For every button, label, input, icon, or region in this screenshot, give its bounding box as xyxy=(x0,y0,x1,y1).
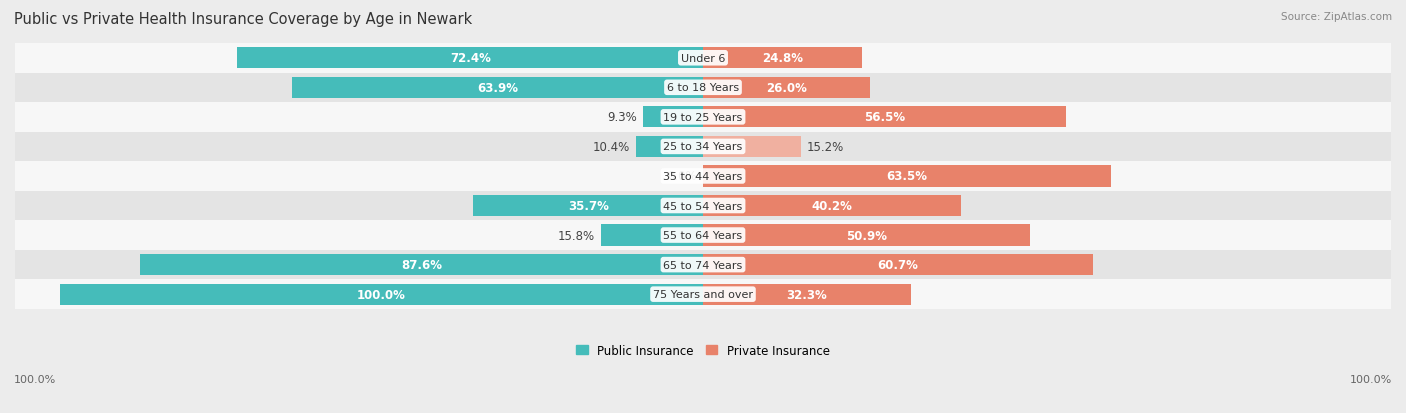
Text: 35.7%: 35.7% xyxy=(568,199,609,213)
Text: 0.0%: 0.0% xyxy=(666,170,696,183)
Text: 75 Years and over: 75 Years and over xyxy=(652,290,754,299)
Legend: Public Insurance, Private Insurance: Public Insurance, Private Insurance xyxy=(571,339,835,362)
Bar xyxy=(703,166,1111,187)
Bar xyxy=(703,48,862,69)
Text: 100.0%: 100.0% xyxy=(357,288,406,301)
Text: 24.8%: 24.8% xyxy=(762,52,803,65)
Text: Source: ZipAtlas.com: Source: ZipAtlas.com xyxy=(1281,12,1392,22)
Text: 32.3%: 32.3% xyxy=(786,288,827,301)
Text: Under 6: Under 6 xyxy=(681,54,725,64)
Text: 56.5%: 56.5% xyxy=(865,111,905,124)
Text: 35 to 44 Years: 35 to 44 Years xyxy=(664,171,742,182)
Bar xyxy=(292,78,703,99)
Text: 87.6%: 87.6% xyxy=(401,259,441,271)
Bar xyxy=(15,250,1391,280)
Bar xyxy=(703,136,801,158)
Text: 45 to 54 Years: 45 to 54 Years xyxy=(664,201,742,211)
Text: 19 to 25 Years: 19 to 25 Years xyxy=(664,113,742,123)
Text: 55 to 64 Years: 55 to 64 Years xyxy=(664,230,742,240)
Bar xyxy=(139,254,703,275)
Bar xyxy=(636,136,703,158)
Bar xyxy=(15,132,1391,162)
Bar xyxy=(15,221,1391,250)
Bar xyxy=(60,284,703,305)
Bar xyxy=(15,280,1391,309)
Bar xyxy=(15,191,1391,221)
Bar xyxy=(15,44,1391,74)
Bar xyxy=(703,225,1031,246)
Text: 15.8%: 15.8% xyxy=(558,229,595,242)
Bar xyxy=(15,162,1391,191)
Bar xyxy=(703,195,962,217)
Bar xyxy=(703,254,1094,275)
Text: 40.2%: 40.2% xyxy=(811,199,852,213)
Bar xyxy=(602,225,703,246)
Text: 65 to 74 Years: 65 to 74 Years xyxy=(664,260,742,270)
Text: 9.3%: 9.3% xyxy=(607,111,637,124)
Text: 60.7%: 60.7% xyxy=(877,259,918,271)
Text: 26.0%: 26.0% xyxy=(766,82,807,95)
Text: 25 to 34 Years: 25 to 34 Years xyxy=(664,142,742,152)
Text: 100.0%: 100.0% xyxy=(14,374,56,384)
Text: 72.4%: 72.4% xyxy=(450,52,491,65)
Bar xyxy=(238,48,703,69)
Text: 50.9%: 50.9% xyxy=(846,229,887,242)
Bar xyxy=(703,284,911,305)
Text: 63.9%: 63.9% xyxy=(477,82,517,95)
Bar xyxy=(703,107,1066,128)
Bar xyxy=(703,78,870,99)
Text: 10.4%: 10.4% xyxy=(592,140,630,154)
Text: 63.5%: 63.5% xyxy=(887,170,928,183)
Bar xyxy=(474,195,703,217)
Text: 15.2%: 15.2% xyxy=(807,140,845,154)
Bar xyxy=(643,107,703,128)
Text: Public vs Private Health Insurance Coverage by Age in Newark: Public vs Private Health Insurance Cover… xyxy=(14,12,472,27)
Text: 100.0%: 100.0% xyxy=(1350,374,1392,384)
Bar xyxy=(15,103,1391,132)
Bar xyxy=(15,74,1391,103)
Text: 6 to 18 Years: 6 to 18 Years xyxy=(666,83,740,93)
